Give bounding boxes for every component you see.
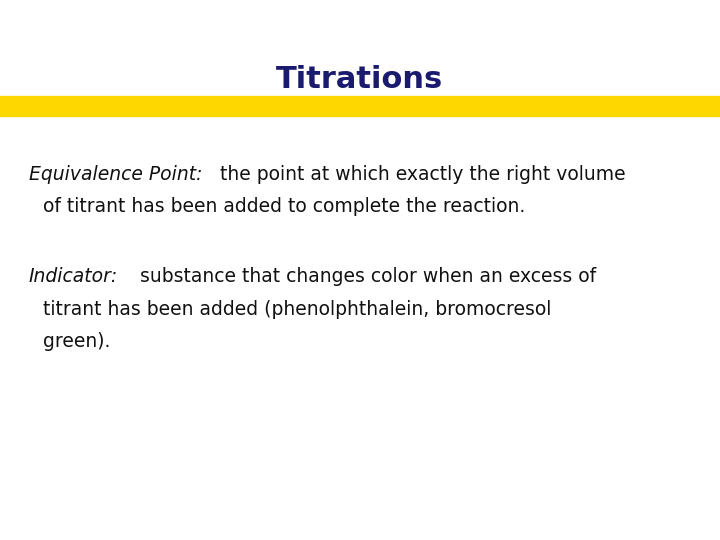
Text: Titrations: Titrations xyxy=(276,65,444,94)
Text: Indicator:: Indicator: xyxy=(29,267,118,286)
Text: titrant has been added (phenolphthalein, bromocresol: titrant has been added (phenolphthalein,… xyxy=(43,300,552,319)
Text: of titrant has been added to complete the reaction.: of titrant has been added to complete th… xyxy=(43,197,526,216)
Text: Equivalence Point:: Equivalence Point: xyxy=(29,165,202,184)
Text: substance that changes color when an excess of: substance that changes color when an exc… xyxy=(140,267,597,286)
Text: the point at which exactly the right volume: the point at which exactly the right vol… xyxy=(220,165,625,184)
Text: green).: green). xyxy=(43,332,111,351)
